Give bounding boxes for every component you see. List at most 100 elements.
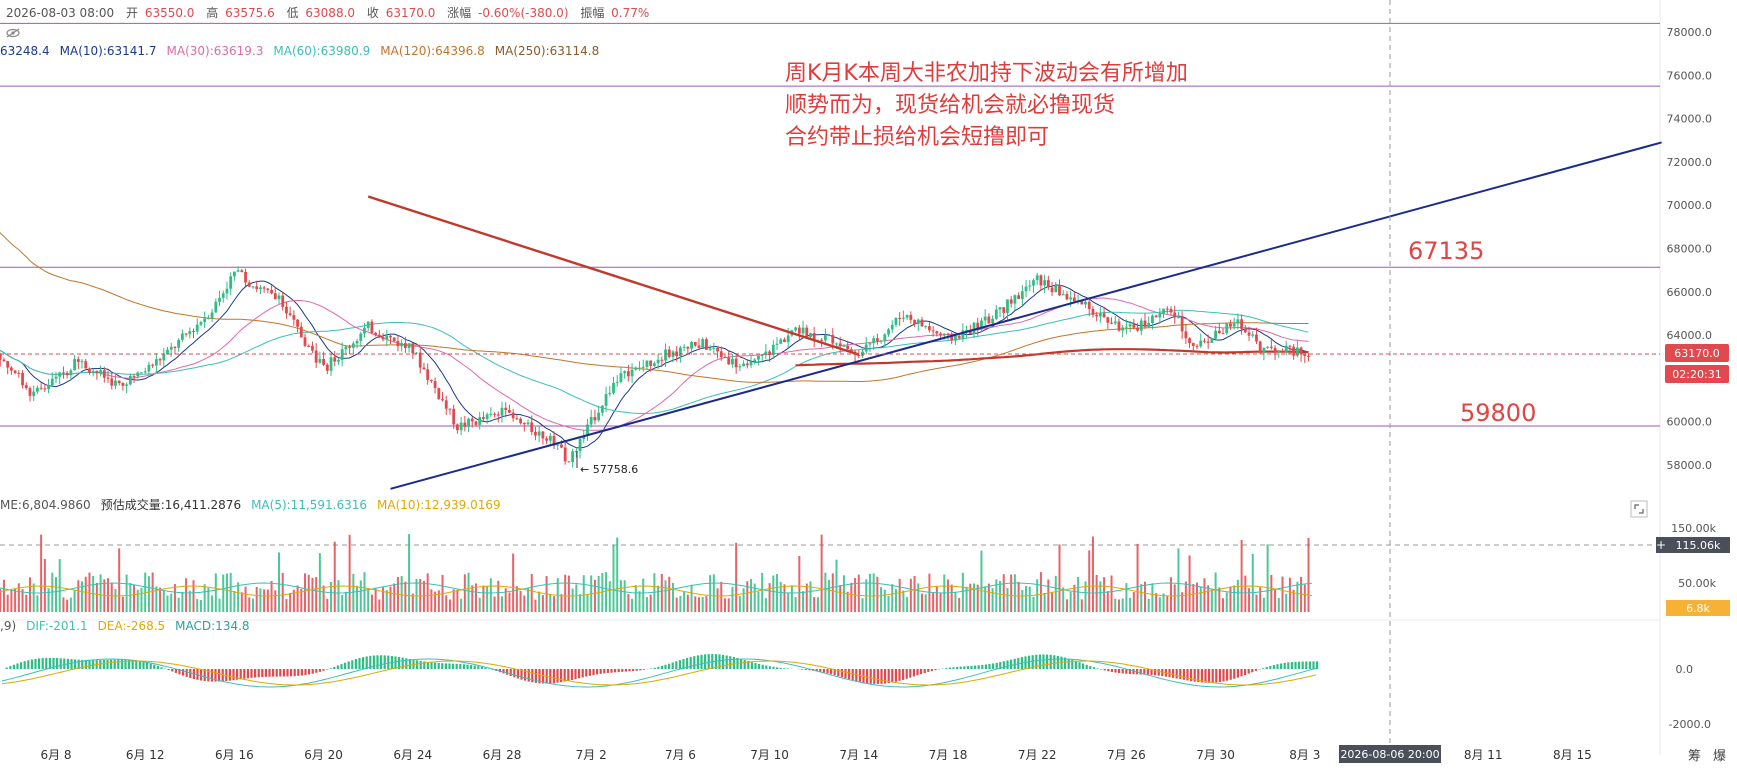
candle-body	[1184, 331, 1188, 339]
time-tick: 6月 24	[393, 748, 432, 762]
resistance-level-label: 67135	[1408, 237, 1484, 265]
volume-bar	[746, 581, 749, 612]
vol-legend-item: MA(5):11,591.6316	[251, 498, 367, 512]
macd-dea-line	[1, 660, 1317, 686]
macd-bar	[149, 663, 152, 669]
macd-bar	[326, 669, 329, 670]
chips-button[interactable]: 筹	[1688, 748, 1701, 764]
volume-bar	[1054, 575, 1057, 612]
candle-body	[1258, 341, 1262, 354]
price-tick: 68000.0	[1667, 243, 1713, 256]
volume-bar	[1277, 598, 1280, 612]
macd-bar	[524, 669, 527, 681]
candle-body	[470, 418, 474, 422]
time-tick: 6月 28	[483, 748, 522, 762]
macd-bar	[956, 666, 959, 669]
candle-body	[615, 381, 619, 383]
volume-bar	[872, 573, 875, 612]
volume-bar	[605, 572, 608, 612]
candle-body	[444, 400, 448, 409]
candle-body	[333, 357, 337, 362]
candle-body	[504, 407, 508, 410]
candle-body	[1072, 297, 1076, 302]
volume-bar	[779, 581, 782, 612]
header-open: 63550.0	[145, 6, 195, 20]
candle-body	[1020, 291, 1024, 299]
macd-bar	[1222, 669, 1225, 682]
macd-bar	[750, 662, 753, 669]
volume-bar	[631, 598, 634, 612]
candle-body	[660, 359, 664, 361]
crosshair-plus-icon: +	[1656, 538, 1666, 552]
liquidation-button[interactable]: 爆	[1713, 749, 1726, 764]
macd-bar	[178, 669, 181, 675]
candle-body	[177, 339, 181, 348]
macd-bar	[671, 662, 674, 669]
expand-icon[interactable]	[1630, 500, 1648, 518]
header-close-label: 收	[367, 6, 379, 20]
volume-bar	[883, 589, 886, 612]
macd-bar	[945, 668, 948, 669]
candle-body	[775, 343, 779, 345]
candle-body	[73, 359, 76, 371]
macd-bar	[869, 669, 872, 684]
volume-bar	[359, 580, 362, 612]
candle-body	[1013, 295, 1017, 304]
header-low: 63088.0	[305, 6, 355, 20]
macd-bar	[664, 664, 667, 669]
macd-bar	[1118, 669, 1121, 674]
candle-body	[251, 286, 255, 288]
volume-bar	[868, 573, 871, 612]
macd-bar	[362, 657, 365, 669]
volume-bar	[973, 583, 976, 612]
volume-bar	[318, 553, 321, 612]
candle-body	[6, 361, 10, 368]
macd-bar	[740, 658, 743, 669]
candle-body	[385, 335, 389, 340]
ma-legend-item: MA(10):63141.7	[60, 44, 157, 58]
macd-bar	[1182, 669, 1185, 680]
macd-bar	[254, 669, 257, 678]
volume-bar	[679, 595, 682, 612]
candle-body	[389, 335, 392, 338]
candle-body	[727, 357, 731, 365]
price-tag-value: 63170.0	[1674, 347, 1720, 360]
macd-bar	[70, 659, 73, 669]
volume-bar	[932, 592, 935, 612]
macd-bar	[974, 665, 977, 669]
macd-bar	[948, 667, 951, 669]
macd-bar	[146, 662, 149, 669]
candle-body	[1069, 297, 1073, 300]
candle-body	[604, 394, 608, 406]
macd-bar	[239, 669, 242, 680]
volume-bar	[1181, 592, 1184, 612]
volume-bar	[902, 590, 905, 612]
volume-bar	[147, 576, 150, 612]
candle-body	[913, 319, 916, 325]
volume-bar	[118, 548, 121, 612]
volume-bar	[1203, 578, 1206, 612]
volume-bar	[66, 599, 69, 612]
volume-bar	[839, 585, 842, 612]
macd-bar	[1280, 663, 1283, 669]
volume-bar	[579, 594, 582, 612]
volume-bar	[727, 598, 730, 612]
ohlc-header: 2026-08-03 08:00 开 63550.0 高 63575.6 低 6…	[6, 5, 649, 38]
macd-bar	[887, 669, 890, 684]
visibility-eye-icon[interactable]	[6, 28, 20, 38]
candle-body	[998, 307, 1002, 310]
volume-bar	[1222, 598, 1225, 612]
macd-bar	[632, 669, 635, 672]
macd-bar	[1053, 655, 1056, 669]
volume-bar	[1084, 581, 1087, 612]
crosshair	[0, 0, 1660, 745]
volume-bar	[991, 588, 994, 612]
macd-bar	[668, 663, 671, 669]
volume-bar	[634, 585, 637, 612]
candle-body	[99, 370, 102, 374]
candle-body	[909, 314, 913, 320]
macd-bar	[1276, 664, 1279, 669]
macd-bar	[250, 669, 253, 678]
candle-body	[203, 318, 207, 323]
